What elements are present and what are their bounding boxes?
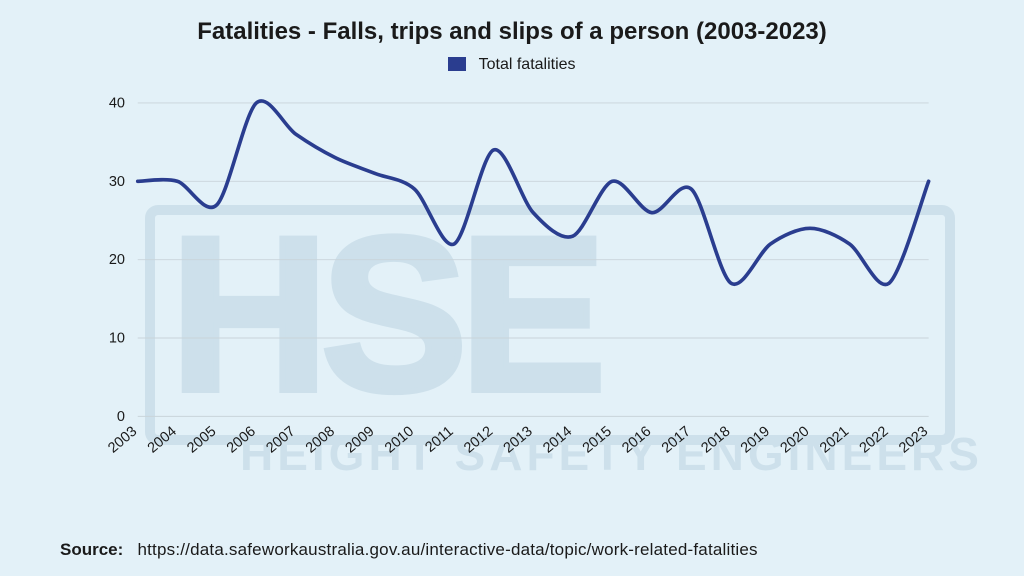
legend: Total fatalities — [0, 56, 1024, 74]
y-tick-label: 0 — [117, 409, 125, 425]
x-tick-label: 2003 — [105, 424, 140, 457]
y-tick-label: 40 — [109, 95, 125, 111]
x-tick-label: 2015 — [580, 424, 615, 457]
gridlines — [138, 103, 929, 416]
y-tick-label: 10 — [109, 331, 125, 347]
x-tick-label: 2022 — [857, 424, 892, 457]
x-tick-label: 2017 — [659, 424, 694, 457]
chart-svg: 010203040 200320042005200620072008200920… — [40, 80, 990, 480]
x-tick-label: 2020 — [778, 424, 813, 457]
y-tick-label: 30 — [109, 174, 125, 190]
x-tick-label: 2007 — [263, 424, 298, 457]
x-tick-label: 2005 — [184, 424, 219, 457]
x-tick-label: 2014 — [540, 424, 575, 457]
series-line-total-fatalities — [138, 101, 929, 285]
x-tick-label: 2008 — [303, 424, 338, 457]
y-tick-label: 20 — [109, 252, 125, 268]
x-tick-label: 2009 — [343, 424, 378, 457]
x-tick-label: 2006 — [224, 424, 259, 457]
chart-area: HSE HEIGHT SAFETY ENGINEERS 010203040 20… — [40, 80, 990, 480]
legend-label: Total fatalities — [479, 56, 576, 73]
y-axis-ticks: 0 10 20 30 40 — [109, 95, 125, 424]
x-tick-label: 2021 — [817, 424, 852, 457]
source-url: https://data.safeworkaustralia.gov.au/in… — [137, 540, 757, 559]
x-tick-label: 2011 — [422, 424, 456, 456]
x-tick-label: 2016 — [619, 424, 654, 457]
x-tick-label: 2010 — [382, 424, 417, 457]
x-tick-label: 2018 — [698, 424, 733, 457]
chart-title: Fatalities - Falls, trips and slips of a… — [0, 18, 1024, 46]
page: Fatalities - Falls, trips and slips of a… — [0, 0, 1024, 576]
x-tick-label: 2004 — [145, 424, 180, 457]
x-tick-label: 2012 — [461, 424, 496, 457]
x-tick-label: 2023 — [896, 424, 931, 457]
x-tick-label: 2019 — [738, 424, 773, 457]
x-tick-label: 2013 — [501, 424, 536, 457]
x-axis-ticks: 2003200420052006200720082009201020112012… — [105, 424, 931, 457]
source-label: Source: — [60, 540, 123, 559]
source-line: Source: https://data.safeworkaustralia.g… — [60, 540, 758, 560]
legend-swatch — [448, 57, 466, 71]
